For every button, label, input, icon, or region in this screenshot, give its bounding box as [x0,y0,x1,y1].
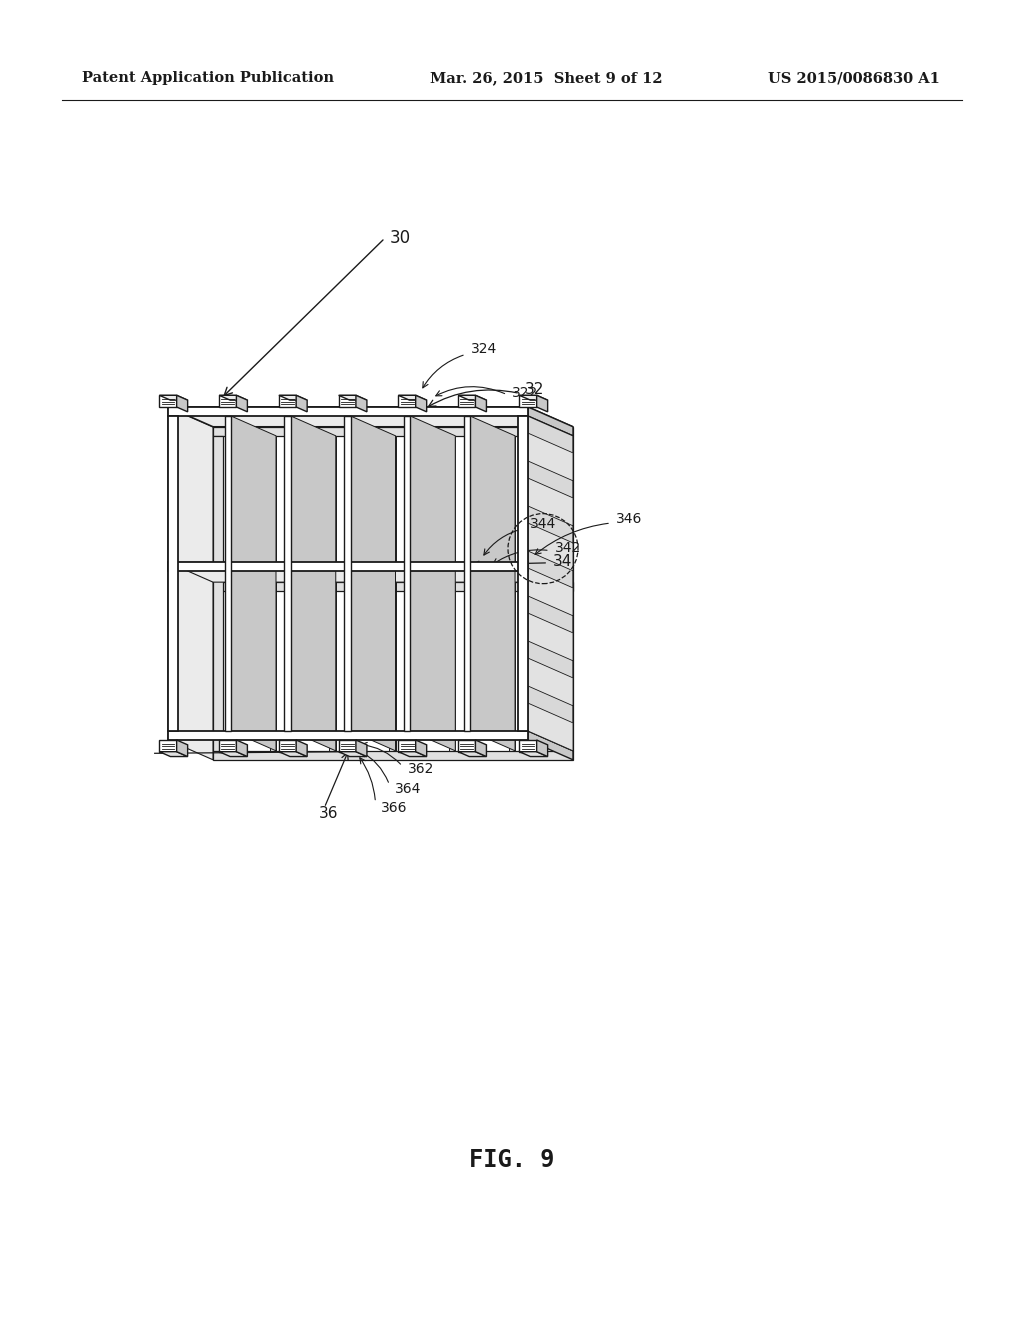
Polygon shape [160,751,187,756]
Polygon shape [213,582,573,591]
Polygon shape [519,751,548,756]
Polygon shape [458,741,475,751]
Polygon shape [475,395,486,412]
Polygon shape [160,741,176,751]
Text: 346: 346 [616,512,642,525]
Polygon shape [537,741,548,756]
Polygon shape [403,416,411,731]
Text: FIG. 9: FIG. 9 [469,1148,555,1172]
Polygon shape [528,659,573,706]
Polygon shape [518,416,528,731]
Polygon shape [356,395,367,412]
Polygon shape [176,741,187,756]
Polygon shape [339,395,356,407]
Polygon shape [219,751,248,756]
Text: Mar. 26, 2015  Sheet 9 of 12: Mar. 26, 2015 Sheet 9 of 12 [430,71,663,84]
Polygon shape [330,436,336,751]
Polygon shape [213,426,573,436]
Polygon shape [519,741,537,751]
Text: 36: 36 [319,807,339,821]
Polygon shape [475,741,486,756]
Polygon shape [389,436,395,751]
Polygon shape [528,433,573,480]
Polygon shape [339,751,367,756]
Polygon shape [509,436,515,751]
Polygon shape [528,562,573,591]
Polygon shape [279,741,296,751]
Text: 366: 366 [381,800,407,814]
Polygon shape [398,741,416,751]
Polygon shape [213,436,223,751]
Text: Patent Application Publication: Patent Application Publication [82,71,334,84]
Polygon shape [350,416,395,751]
Polygon shape [528,523,573,570]
Polygon shape [168,416,178,731]
Text: 342: 342 [555,541,581,554]
Polygon shape [537,395,548,412]
Polygon shape [528,478,573,525]
Polygon shape [528,407,573,436]
Polygon shape [168,407,528,416]
Polygon shape [176,395,187,412]
Text: US 2015/0086830 A1: US 2015/0086830 A1 [768,71,940,84]
Polygon shape [219,395,248,400]
Polygon shape [168,562,573,582]
Polygon shape [168,731,528,741]
Polygon shape [470,416,515,751]
Text: 324: 324 [471,342,497,356]
Polygon shape [168,562,528,572]
Polygon shape [160,395,187,400]
Polygon shape [356,741,367,756]
Text: 30: 30 [390,228,411,247]
Text: 34: 34 [553,554,572,569]
Polygon shape [285,416,291,731]
Polygon shape [160,395,176,407]
Polygon shape [449,436,456,751]
Polygon shape [237,395,248,412]
Polygon shape [458,395,475,407]
Text: 344: 344 [529,517,556,532]
Polygon shape [279,751,307,756]
Polygon shape [528,612,573,661]
Polygon shape [464,416,470,731]
Polygon shape [219,395,237,407]
Polygon shape [168,407,213,760]
Polygon shape [398,751,427,756]
Polygon shape [279,395,296,407]
Polygon shape [398,395,416,407]
Polygon shape [213,751,573,760]
Polygon shape [291,416,336,751]
Text: 362: 362 [408,762,434,776]
Polygon shape [416,395,427,412]
Polygon shape [269,436,276,751]
Polygon shape [237,741,248,756]
Text: 322: 322 [512,385,539,400]
Text: 364: 364 [394,781,421,796]
Polygon shape [279,395,307,400]
Polygon shape [339,741,356,751]
Polygon shape [519,395,537,407]
Polygon shape [528,731,573,760]
Polygon shape [339,395,367,400]
Polygon shape [296,395,307,412]
Polygon shape [519,395,548,400]
Polygon shape [416,741,427,756]
Polygon shape [219,741,237,751]
Polygon shape [231,416,276,751]
Polygon shape [528,704,573,751]
Polygon shape [296,741,307,756]
Polygon shape [398,395,427,400]
Polygon shape [528,568,573,616]
Polygon shape [528,416,573,751]
Polygon shape [411,416,456,751]
Polygon shape [458,751,486,756]
Polygon shape [168,407,573,426]
Polygon shape [224,416,231,731]
Polygon shape [563,436,573,751]
Polygon shape [344,416,350,731]
Polygon shape [458,395,486,400]
Text: 32: 32 [525,381,545,397]
